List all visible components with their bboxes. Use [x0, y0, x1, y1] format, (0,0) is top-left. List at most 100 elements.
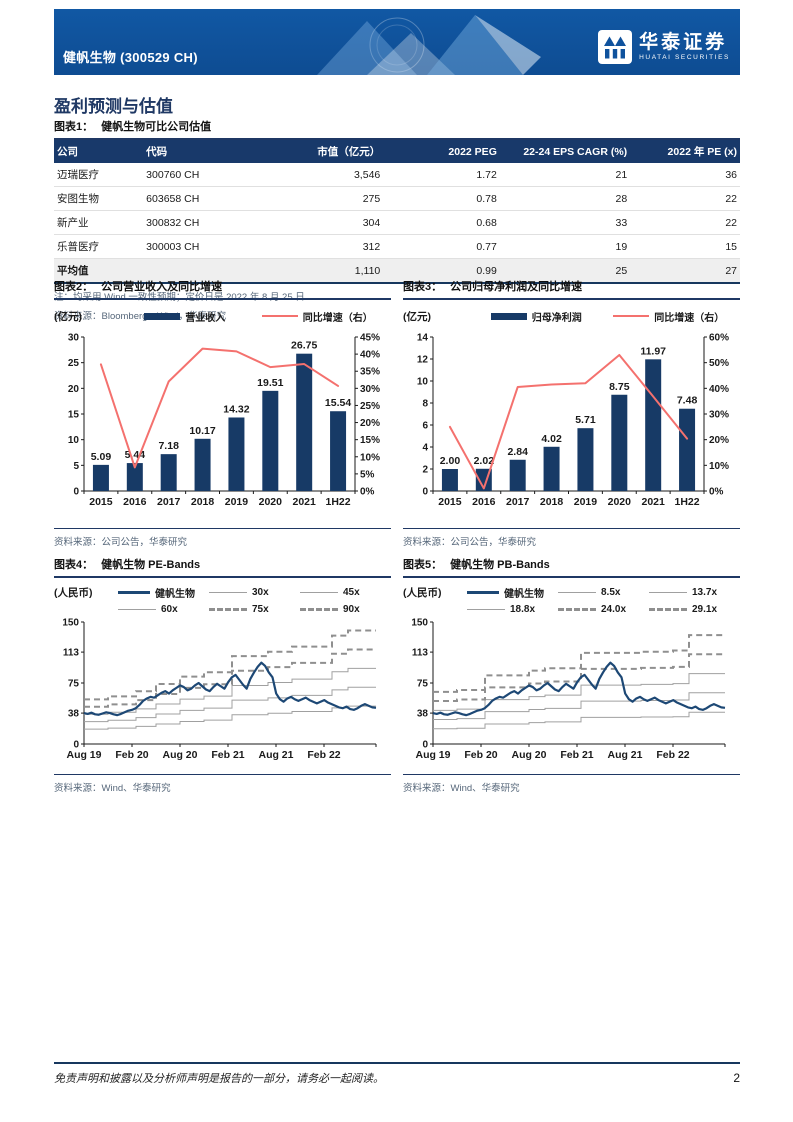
svg-text:0: 0: [73, 487, 79, 498]
svg-text:5: 5: [73, 461, 79, 472]
chart-canvas: 0 38 75 113 150 Aug 19 Feb 20 Aug 20 Feb 21 Aug 2…: [403, 617, 740, 774]
table-cell: 平均值: [54, 258, 144, 284]
legend-item: 45x: [300, 587, 391, 598]
svg-text:20%: 20%: [360, 418, 380, 429]
svg-text:38: 38: [417, 709, 429, 720]
svg-text:Feb 20: Feb 20: [464, 749, 497, 761]
table-cell: 1.72: [383, 163, 500, 187]
valuation-table: 公司 代码 市值（亿元） 2022 PEG 22-24 EPS CAGR (%) 2022…: [54, 140, 740, 284]
chart-canvas: 0 2 4 6 8 10 12 14 0% 10% 20% 30% 40% 50% 60% 2.00 2.02 2…: [403, 327, 740, 528]
figure-rule: [403, 774, 740, 775]
svg-text:5.71: 5.71: [575, 414, 596, 426]
svg-text:12: 12: [417, 355, 429, 366]
svg-text:Aug 20: Aug 20: [511, 749, 546, 761]
chart-legend: (亿元) 营业收入 同比增速（右）: [54, 307, 391, 325]
svg-text:14.32: 14.32: [223, 403, 249, 415]
column-header: 代码: [143, 140, 253, 163]
brand: 华泰证券 HUATAI SECURITIES: [598, 30, 730, 64]
legend-swatch: [558, 608, 596, 611]
svg-text:4.02: 4.02: [541, 433, 562, 445]
table-cell: 603658 CH: [143, 186, 253, 211]
svg-text:113: 113: [412, 648, 429, 659]
chart-canvas: 0 5 10 15 20 25 30 0% 5% 10% 15% 20% 25% 30% 35% 40% 45%…: [54, 327, 391, 528]
legend-swatch: [467, 591, 499, 594]
svg-text:0: 0: [422, 740, 428, 751]
svg-text:0%: 0%: [360, 487, 375, 498]
svg-text:25: 25: [68, 358, 80, 369]
svg-text:19.51: 19.51: [257, 377, 283, 389]
legend-item: 营业收入: [144, 309, 225, 324]
pe-bands-svg: 0 38 75 113 150 Aug 19 Feb 20 Aug 20 Feb 21 Aug 2…: [62, 618, 377, 761]
svg-text:7.18: 7.18: [158, 440, 179, 452]
svg-text:2017: 2017: [506, 496, 530, 508]
page-header-banner: 健帆生物 (300529 CH) 华泰证券 HUATAI SECURITIES: [54, 9, 740, 75]
figure-rule: [54, 528, 391, 529]
svg-text:7.48: 7.48: [677, 395, 698, 407]
svg-text:Aug 20: Aug 20: [162, 749, 197, 761]
charts-row-2: 图表4： 健帆生物 PE-Bands (人民币) 健帆生物 30x 45x 60x 75x 9…: [54, 556, 740, 794]
legend-label: 归母净利润: [531, 312, 582, 324]
table-cell: 0.68: [383, 210, 500, 235]
svg-text:0: 0: [422, 487, 428, 498]
legend-label: 健帆生物: [155, 589, 195, 600]
company-title: 健帆生物 (300529 CH): [63, 50, 198, 65]
svg-text:Aug 19: Aug 19: [415, 749, 450, 761]
legend-swatch: [300, 608, 338, 611]
axis-unit-label: (人民币): [403, 587, 442, 599]
axis-unit-label: (亿元): [403, 310, 431, 323]
svg-text:Aug 21: Aug 21: [607, 749, 642, 761]
valuation-table-header: 公司 代码 市值（亿元） 2022 PEG 22-24 EPS CAGR (%) 2022…: [54, 140, 740, 163]
pb-bands-svg: 0 38 75 113 150 Aug 19 Feb 20 Aug 20 Feb 21 Aug 2…: [411, 618, 726, 761]
table-row: 乐普医疗 300003 CH 312 0.77 19 15: [54, 234, 740, 259]
page-number: 2: [733, 1071, 740, 1085]
chart-source: 资料来源：Wind、华泰研究: [403, 783, 520, 794]
svg-text:2020: 2020: [608, 496, 632, 508]
table-cell: 19: [499, 234, 631, 259]
svg-text:75: 75: [417, 679, 429, 690]
svg-text:2.00: 2.00: [440, 455, 461, 467]
svg-text:15: 15: [68, 410, 80, 421]
axis-unit-label: (亿元): [54, 310, 82, 323]
legend-item: 同比增速（右）: [613, 309, 724, 324]
svg-text:2020: 2020: [259, 496, 283, 508]
svg-text:0: 0: [73, 740, 79, 751]
footer-rule: [54, 1062, 740, 1064]
svg-text:38: 38: [68, 709, 80, 720]
svg-text:2018: 2018: [191, 496, 215, 508]
legend-item: 归母净利润: [490, 309, 582, 324]
huatai-logo-icon: [598, 30, 633, 64]
svg-text:10%: 10%: [360, 452, 380, 463]
svg-text:2015: 2015: [89, 496, 113, 508]
table-cell: 0.78: [383, 186, 500, 211]
svg-text:35%: 35%: [360, 367, 380, 378]
svg-text:10: 10: [417, 377, 429, 388]
legend-swatch: [300, 592, 338, 593]
figure-1-valuation: 图表1： 健帆生物可比公司估值 公司 代码 市值（亿元） 2022 PEG 22-24 E…: [54, 118, 740, 322]
column-header: 2022 年 PE (x): [630, 140, 740, 163]
svg-text:25%: 25%: [360, 401, 380, 412]
column-header: 市值（亿元）: [252, 140, 384, 163]
svg-text:2019: 2019: [225, 496, 249, 508]
table-cell: 0.99: [383, 258, 500, 284]
legend-label: 营业收入: [185, 312, 226, 324]
svg-text:2021: 2021: [642, 496, 666, 508]
table-row: 平均值 1,110 0.99 25 27: [54, 258, 740, 284]
table-row: 新产业 300832 CH 304 0.68 33 22: [54, 210, 740, 235]
svg-text:20%: 20%: [709, 435, 729, 446]
legend-swatch: [490, 312, 527, 320]
table-cell: 迈瑞医疗: [54, 163, 144, 187]
table-row: 迈瑞医疗 300760 CH 3,546 1.72 21 36: [54, 163, 740, 187]
legend-swatch: [209, 608, 247, 611]
svg-text:10: 10: [68, 435, 80, 446]
legend-swatch: [209, 592, 247, 593]
chart-legend: (亿元) 归母净利润 同比增速（右）: [403, 307, 740, 325]
legend-label: 30x: [252, 587, 269, 598]
legend-item: 8.5x: [558, 587, 649, 598]
table-cell: [143, 258, 253, 284]
figure-label: 图表4：: [54, 559, 94, 571]
svg-text:4: 4: [422, 443, 428, 454]
svg-text:75: 75: [68, 679, 80, 690]
table-note: 注：均采用 Wind 一致性预期；定价日是 2022 年 8 月 25 日: [54, 292, 305, 303]
figure-label: 图表3：: [403, 281, 443, 293]
svg-text:11.97: 11.97: [640, 345, 666, 357]
